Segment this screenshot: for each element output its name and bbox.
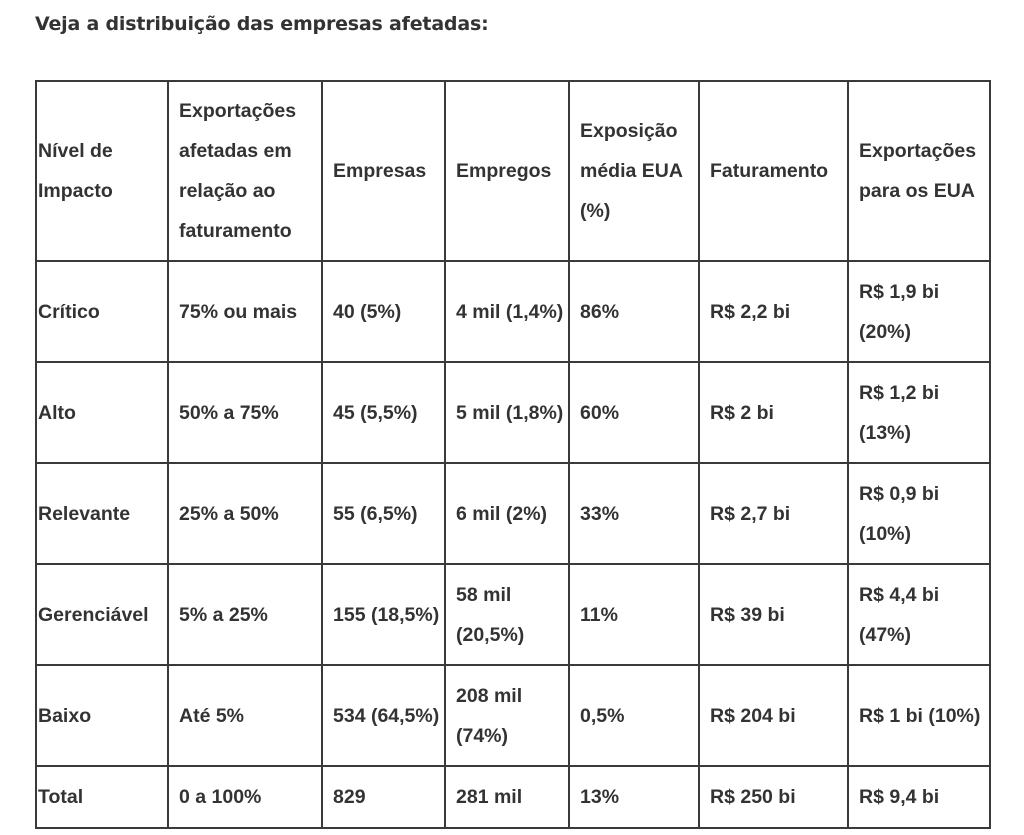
header-cell-affected-exports: Exportações afetadas em relação ao fatur… — [167, 80, 323, 262]
header-cell-revenue: Faturamento — [698, 80, 849, 262]
row-cell-revenue: R$ 2 bi — [698, 361, 849, 464]
row-cell-exports-to-usa: R$ 4,4 bi (47%) — [847, 563, 991, 666]
row-cell-affected-exports: Até 5% — [167, 664, 323, 767]
row-cell-exports-to-usa: R$ 0,9 bi (10%) — [847, 462, 991, 565]
total-cell-usa-exposure: 13% — [568, 765, 700, 829]
row-cell-impact-level: Baixo — [35, 664, 169, 767]
total-cell-companies: 829 — [321, 765, 446, 829]
total-row: Total 0 a 100% 829 281 mil 13% R$ 250 bi… — [35, 765, 991, 829]
row-cell-exports-to-usa: R$ 1,2 bi (13%) — [847, 361, 991, 464]
total-cell-jobs: 281 mil — [444, 765, 570, 829]
header-cell-usa-exposure: Exposição média EUA (%) — [568, 80, 700, 262]
row-cell-usa-exposure: 0,5% — [568, 664, 700, 767]
table-row: Baixo Até 5% 534 (64,5%) 208 mil (74%) 0… — [35, 664, 991, 767]
total-cell-exports-to-usa: R$ 9,4 bi — [847, 765, 991, 829]
total-cell-impact-level: Total — [35, 765, 169, 829]
row-cell-revenue: R$ 2,7 bi — [698, 462, 849, 565]
row-cell-jobs: 5 mil (1,8%) — [444, 361, 570, 464]
total-cell-affected-exports: 0 a 100% — [167, 765, 323, 829]
header-row: Nível de Impacto Exportações afetadas em… — [35, 80, 991, 262]
page-heading: Veja a distribuição das empresas afetada… — [35, 13, 489, 35]
table-row: Alto 50% a 75% 45 (5,5%) 5 mil (1,8%) 60… — [35, 361, 991, 464]
row-cell-jobs: 208 mil (74%) — [444, 664, 570, 767]
row-cell-impact-level: Alto — [35, 361, 169, 464]
table-row: Crítico 75% ou mais 40 (5%) 4 mil (1,4%)… — [35, 260, 991, 363]
row-cell-usa-exposure: 11% — [568, 563, 700, 666]
row-cell-companies: 40 (5%) — [321, 260, 446, 363]
row-cell-jobs: 58 mil (20,5%) — [444, 563, 570, 666]
table-row: Relevante 25% a 50% 55 (6,5%) 6 mil (2%)… — [35, 462, 991, 565]
total-cell-revenue: R$ 250 bi — [698, 765, 849, 829]
row-cell-companies: 55 (6,5%) — [321, 462, 446, 565]
row-cell-impact-level: Gerenciável — [35, 563, 169, 666]
header-cell-companies: Empresas — [321, 80, 446, 262]
row-cell-jobs: 6 mil (2%) — [444, 462, 570, 565]
row-cell-affected-exports: 5% a 25% — [167, 563, 323, 666]
header-cell-impact-level: Nível de Impacto — [35, 80, 169, 262]
row-cell-companies: 45 (5,5%) — [321, 361, 446, 464]
row-cell-companies: 534 (64,5%) — [321, 664, 446, 767]
row-cell-affected-exports: 25% a 50% — [167, 462, 323, 565]
row-cell-revenue: R$ 2,2 bi — [698, 260, 849, 363]
row-cell-impact-level: Crítico — [35, 260, 169, 363]
row-cell-usa-exposure: 60% — [568, 361, 700, 464]
header-cell-jobs: Empregos — [444, 80, 570, 262]
impact-table: Nível de Impacto Exportações afetadas em… — [35, 80, 991, 829]
row-cell-usa-exposure: 33% — [568, 462, 700, 565]
table-row: Gerenciável 5% a 25% 155 (18,5%) 58 mil … — [35, 563, 991, 666]
row-cell-usa-exposure: 86% — [568, 260, 700, 363]
header-cell-exports-to-usa: Exportações para os EUA — [847, 80, 991, 262]
row-cell-affected-exports: 75% ou mais — [167, 260, 323, 363]
row-cell-jobs: 4 mil (1,4%) — [444, 260, 570, 363]
row-cell-exports-to-usa: R$ 1,9 bi (20%) — [847, 260, 991, 363]
row-cell-companies: 155 (18,5%) — [321, 563, 446, 666]
row-cell-impact-level: Relevante — [35, 462, 169, 565]
row-cell-exports-to-usa: R$ 1 bi (10%) — [847, 664, 991, 767]
row-cell-revenue: R$ 204 bi — [698, 664, 849, 767]
row-cell-revenue: R$ 39 bi — [698, 563, 849, 666]
row-cell-affected-exports: 50% a 75% — [167, 361, 323, 464]
